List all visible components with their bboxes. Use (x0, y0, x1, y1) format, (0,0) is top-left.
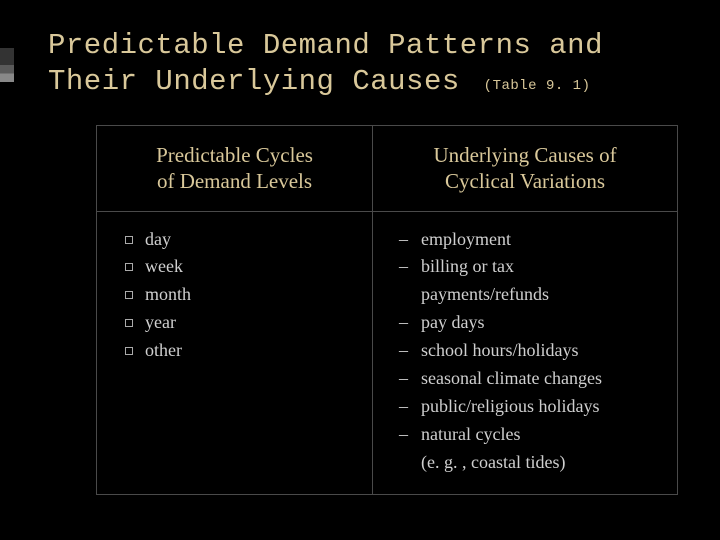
list-item: week (123, 253, 358, 281)
list-item: natural cycles (e. g. , coastal tides) (399, 421, 663, 477)
slide: Predictable Demand Patterns and Their Un… (0, 0, 720, 540)
list-item: employment (399, 226, 663, 254)
list-item: billing or tax payments/refunds (399, 253, 663, 309)
accent-bar (0, 48, 14, 82)
list-item-text: natural cycles (421, 424, 520, 444)
list-item: year (123, 309, 358, 337)
content-table: Predictable Cycles of Demand Levels day … (96, 125, 678, 495)
slide-title: Predictable Demand Patterns and Their Un… (48, 28, 684, 101)
list-item-text-cont: payments/refunds (421, 281, 663, 309)
col-right-header-line1: Underlying Causes of (433, 142, 616, 168)
left-list: day week month year other (123, 226, 358, 365)
column-left-body: day week month year other (97, 212, 372, 494)
column-left-header: Predictable Cycles of Demand Levels (97, 126, 372, 212)
column-right-body: employment billing or tax payments/refun… (373, 212, 677, 494)
column-right-header: Underlying Causes of Cyclical Variations (373, 126, 677, 212)
col-left-header-line2: of Demand Levels (157, 168, 312, 194)
list-item: other (123, 337, 358, 365)
list-item: pay days (399, 309, 663, 337)
title-line-1: Predictable Demand Patterns and (48, 29, 603, 62)
list-item: public/religious holidays (399, 393, 663, 421)
table-reference: (Table 9. 1) (484, 78, 591, 94)
col-left-header-line1: Predictable Cycles (156, 142, 313, 168)
column-left: Predictable Cycles of Demand Levels day … (97, 126, 373, 494)
col-right-header-line2: Cyclical Variations (445, 168, 605, 194)
list-item: school hours/holidays (399, 337, 663, 365)
title-line-2: Their Underlying Causes (48, 65, 460, 98)
list-item-text-cont: (e. g. , coastal tides) (421, 449, 663, 477)
column-right: Underlying Causes of Cyclical Variations… (373, 126, 677, 494)
list-item: day (123, 226, 358, 254)
list-item: seasonal climate changes (399, 365, 663, 393)
list-item-text: billing or tax (421, 256, 514, 276)
right-list: employment billing or tax payments/refun… (399, 226, 663, 477)
list-item: month (123, 281, 358, 309)
